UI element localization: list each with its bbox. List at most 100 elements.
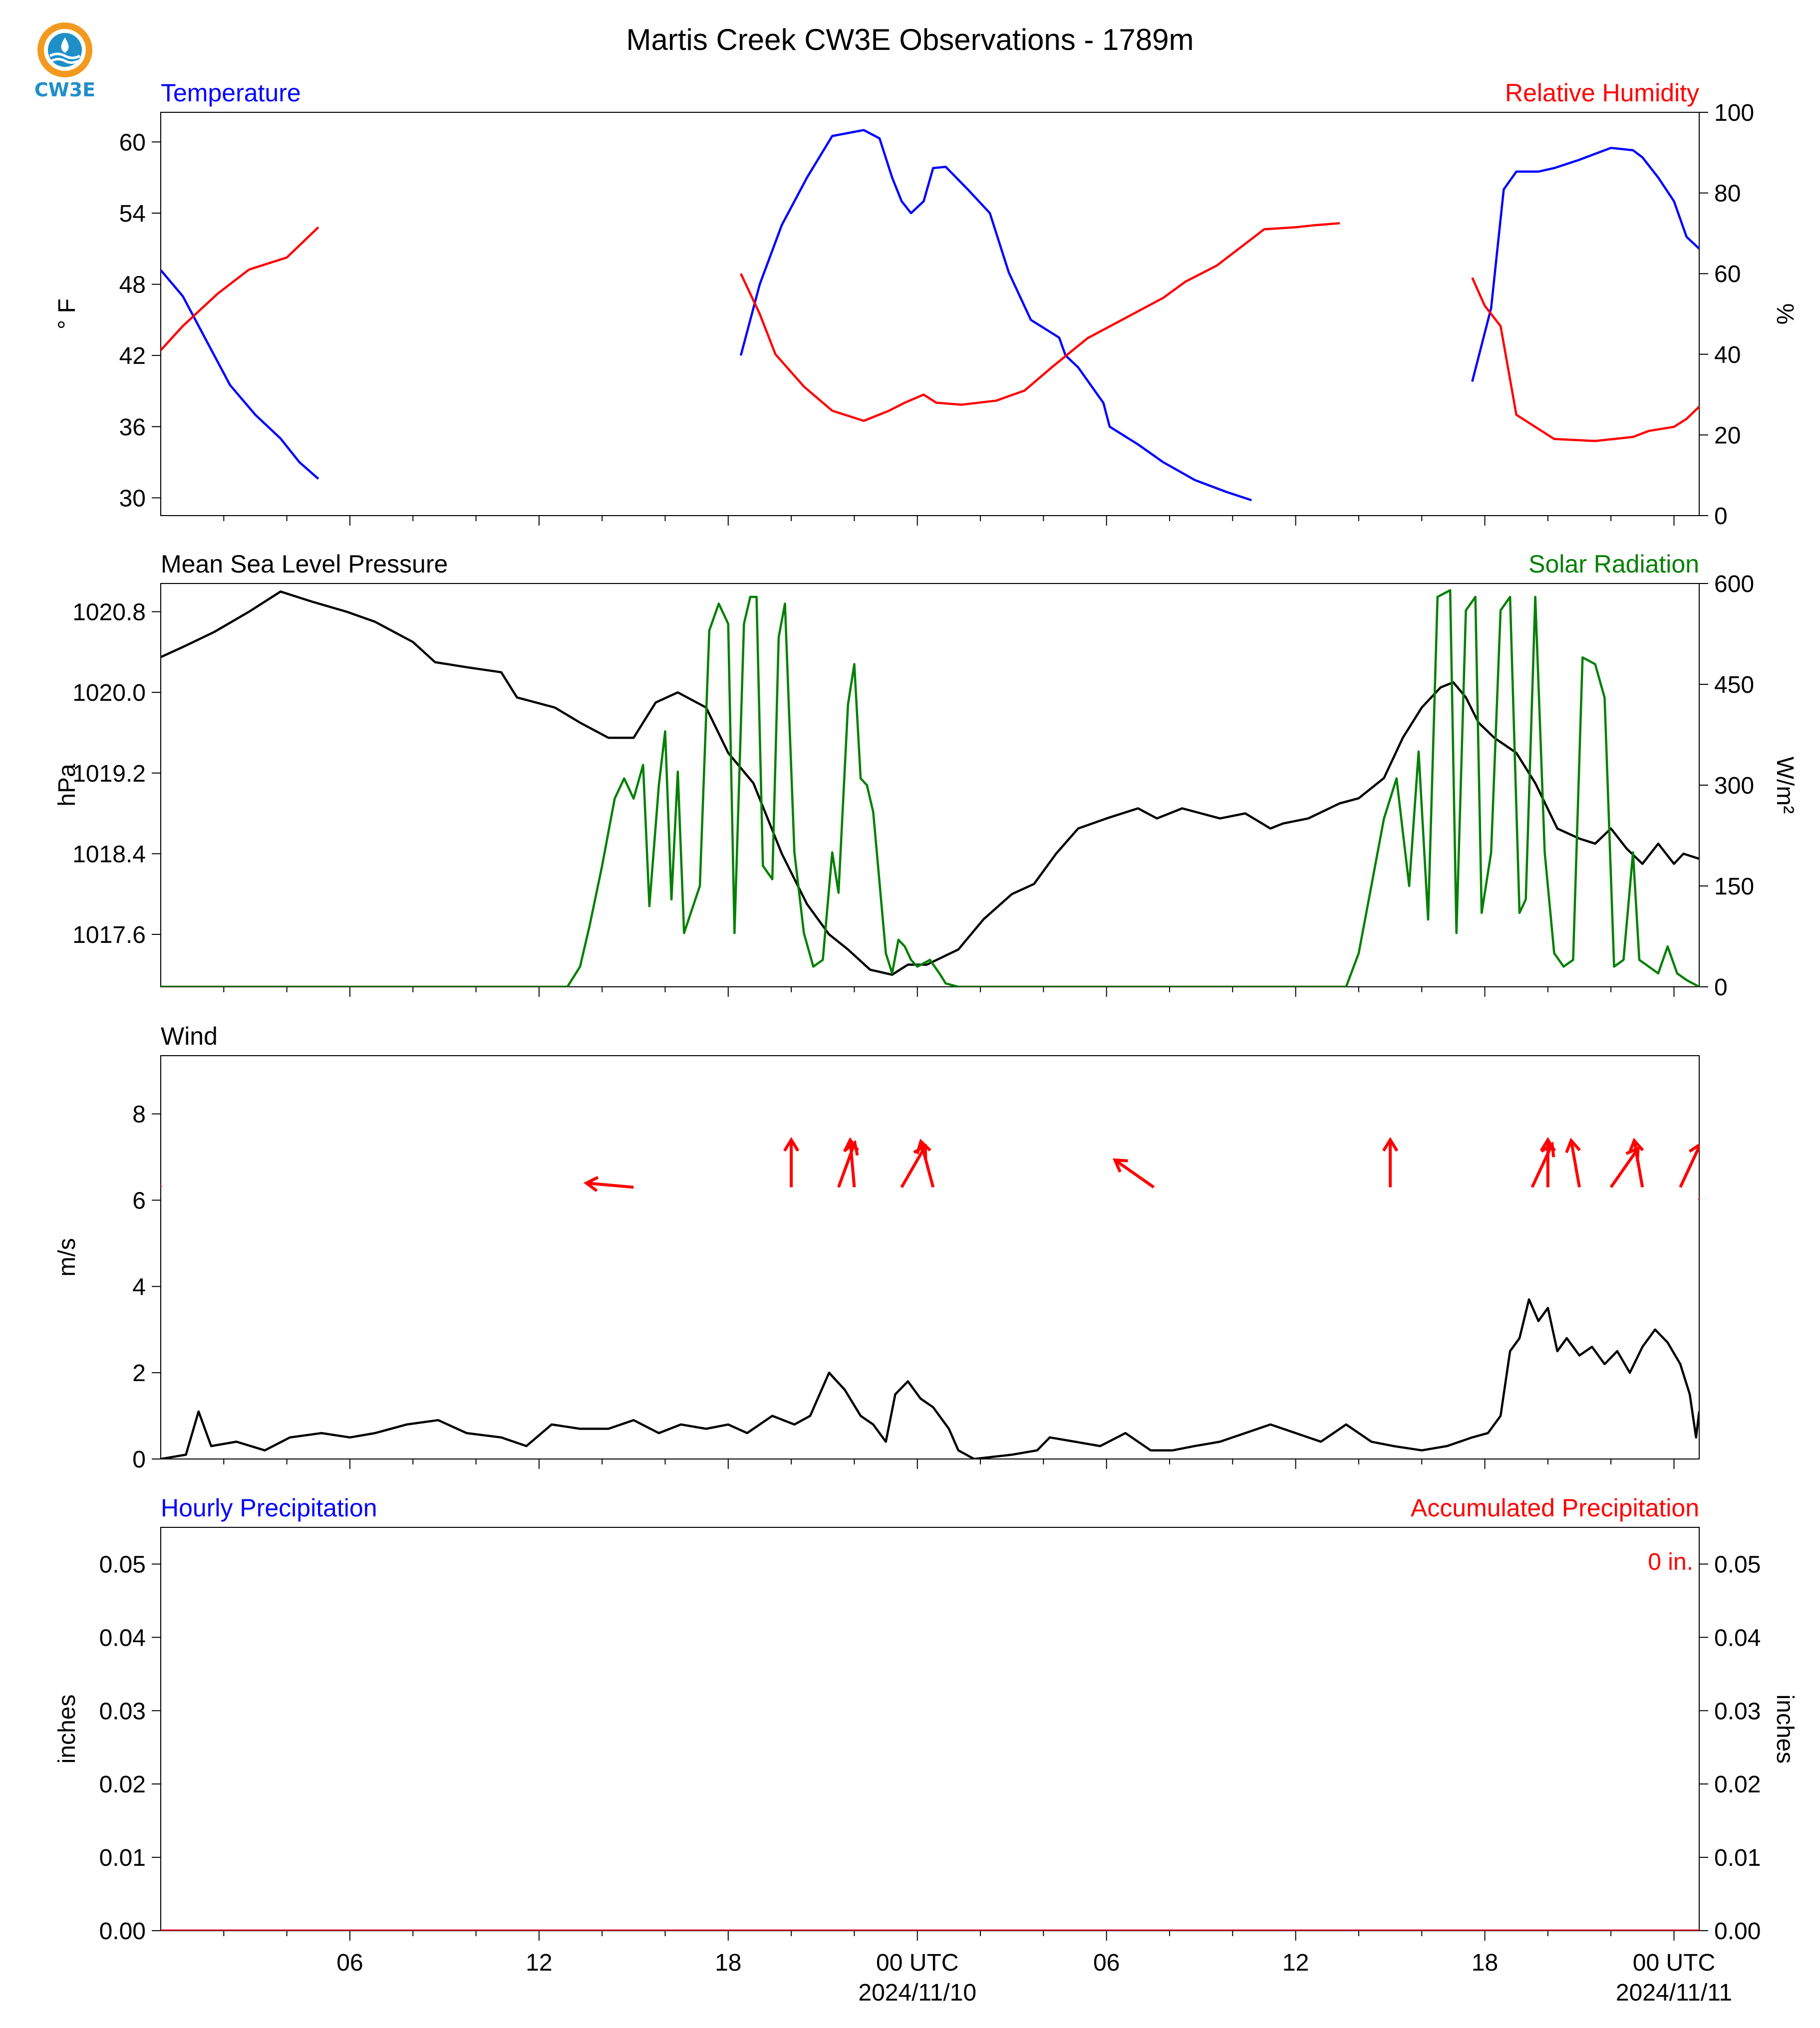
wind-arrow: [1382, 1137, 1399, 1187]
y-right-tick-label: 40: [1714, 342, 1741, 368]
accumulated-precip-annotation: 0 in.: [1648, 1549, 1693, 1575]
y-right-tick-label: 0.05: [1714, 1551, 1761, 1578]
plot-area: [137, 1137, 1724, 1459]
wind-arrow: [1679, 1143, 1699, 1188]
plot-frame: [160, 1527, 1700, 1931]
y-tick-label: 48: [119, 272, 146, 298]
y-tick-label: 36: [119, 414, 146, 441]
y-tick-label: 0.02: [99, 1771, 146, 1798]
wind-arrow: [1628, 1138, 1644, 1188]
wind-arrow: [1609, 1146, 1640, 1188]
y-right-tick-label: 0: [1714, 503, 1728, 530]
panel-wind: Wind 0 2 4 6 8 m/s: [54, 1022, 1724, 1473]
panel-pressure_solar: Mean Sea Level Pressure Solar Radiation 10…: [54, 550, 1798, 1001]
y-tick-label: 4: [132, 1274, 146, 1300]
wind-arrow-shaft: [1698, 1197, 1699, 1200]
panel-title-left: Mean Sea Level Pressure: [161, 550, 448, 578]
y-tick-label: 1020.0: [72, 680, 146, 706]
y-axis-label: inches: [54, 1695, 80, 1764]
y-right-tick-label: 100: [1714, 100, 1754, 126]
wind-arrow-head: [1628, 1138, 1644, 1154]
wind-arrow: [1539, 1137, 1556, 1187]
wind-arrow-shaft: [849, 1140, 856, 1187]
plot-area: [161, 129, 1699, 502]
y-right-tick-label: 60: [1714, 261, 1741, 288]
wind-arrow-head: [1539, 1137, 1556, 1152]
y-tick-label: 0.00: [99, 1918, 146, 1945]
series-line-relative-humidity: [161, 226, 319, 351]
x-tick-label: 12: [1282, 1950, 1309, 1976]
wind-arrow: [1112, 1158, 1155, 1189]
panel-title-right: Solar Radiation: [1528, 550, 1699, 578]
y-tick-label: 54: [119, 201, 146, 227]
wind-arrow-head: [583, 1176, 599, 1192]
wind-arrow-head: [844, 1140, 859, 1156]
wind-arrow-shaft: [1679, 1144, 1699, 1188]
wind-arrow: [783, 1137, 800, 1187]
y-right-tick-label: 0.02: [1714, 1771, 1761, 1798]
y-right-tick-label: 0.01: [1714, 1845, 1761, 1871]
wind-arrow-shaft: [161, 1184, 162, 1187]
x-tick-label: 06: [336, 1950, 363, 1976]
x-tick-label: 18: [715, 1950, 741, 1976]
series-line-temperature: [161, 269, 319, 480]
x-tick-date-label: 2024/11/10: [858, 1980, 976, 2006]
wind-arrow-head: [137, 1146, 149, 1159]
y-right-tick-label: 300: [1714, 773, 1754, 799]
x-tick-label: 12: [526, 1950, 552, 1976]
wind-arrow: [1698, 1159, 1724, 1200]
wind-arrow: [915, 1139, 935, 1188]
y-right-tick-label: 0.04: [1714, 1625, 1761, 1651]
y-right-tick-label: 0: [1714, 974, 1728, 1001]
panel-title-left: Hourly Precipitation: [161, 1494, 377, 1522]
wind-arrow-head: [1712, 1159, 1724, 1172]
y-right-axis-label: %: [1772, 303, 1798, 325]
wind-arrow-head: [783, 1137, 800, 1152]
series-line-relative-humidity: [740, 222, 1340, 422]
plot-frame: [160, 112, 1700, 516]
plot-frame: [160, 1055, 1700, 1459]
wind-arrow-head: [1112, 1158, 1128, 1173]
series-line-temperature: [739, 129, 1252, 502]
y-tick-label: 6: [132, 1187, 146, 1214]
cw3e-logo: CW3E: [27, 20, 102, 105]
y-tick-label: 0.03: [99, 1698, 146, 1725]
y-tick-label: 2: [132, 1360, 146, 1387]
y-tick-label: 0.05: [99, 1551, 146, 1578]
x-tick-label: 18: [1472, 1950, 1498, 1976]
x-tick-label: 00 UTC: [876, 1950, 958, 1976]
y-axis-label: hPa: [54, 764, 80, 807]
y-tick-label: 1020.8: [72, 599, 146, 626]
panel-title-right: Relative Humidity: [1505, 79, 1699, 107]
x-tick-label: 06: [1093, 1950, 1120, 1976]
wind-arrow: [137, 1146, 162, 1187]
y-right-tick-label: 0.03: [1714, 1698, 1761, 1725]
panels: Temperature Relative Humidity303642485460…: [54, 79, 1798, 2006]
logo-text: CW3E: [34, 79, 96, 101]
wind-arrow-shaft: [1569, 1140, 1581, 1188]
wind-arrow: [583, 1176, 634, 1192]
series-line-temperature: [1471, 147, 1699, 382]
series-line-solar-radiation: [161, 589, 1699, 987]
logo-emblem: [37, 22, 92, 77]
wind-arrow-head: [1565, 1138, 1581, 1154]
wind-arrow-head: [915, 1139, 931, 1155]
y-tick-label: 0.01: [99, 1845, 146, 1871]
x-tick-label: 00 UTC: [1633, 1950, 1715, 1976]
figure-title: Martis Creek CW3E Observations - 1789m: [626, 23, 1194, 56]
wind-arrow-shaft: [900, 1145, 927, 1188]
y-tick-label: 8: [132, 1102, 146, 1128]
wind-arrow: [900, 1144, 927, 1188]
wind-arrow-shaft: [1632, 1140, 1644, 1188]
panel-temperature_humidity: Temperature Relative Humidity 30 36 42 48 54 60…: [54, 79, 1798, 530]
y-tick-label: 0.04: [99, 1625, 146, 1651]
y-tick-label: 30: [119, 485, 146, 512]
y-axis-label: ° F: [54, 298, 80, 329]
y-tick-label: 42: [119, 343, 146, 369]
wind-arrow-shaft: [1609, 1148, 1640, 1188]
y-right-tick-label: 20: [1714, 422, 1741, 449]
y-tick-label: 1018.4: [72, 841, 146, 868]
y-right-tick-label: 150: [1714, 873, 1754, 900]
wind-arrow-head: [1382, 1137, 1399, 1152]
